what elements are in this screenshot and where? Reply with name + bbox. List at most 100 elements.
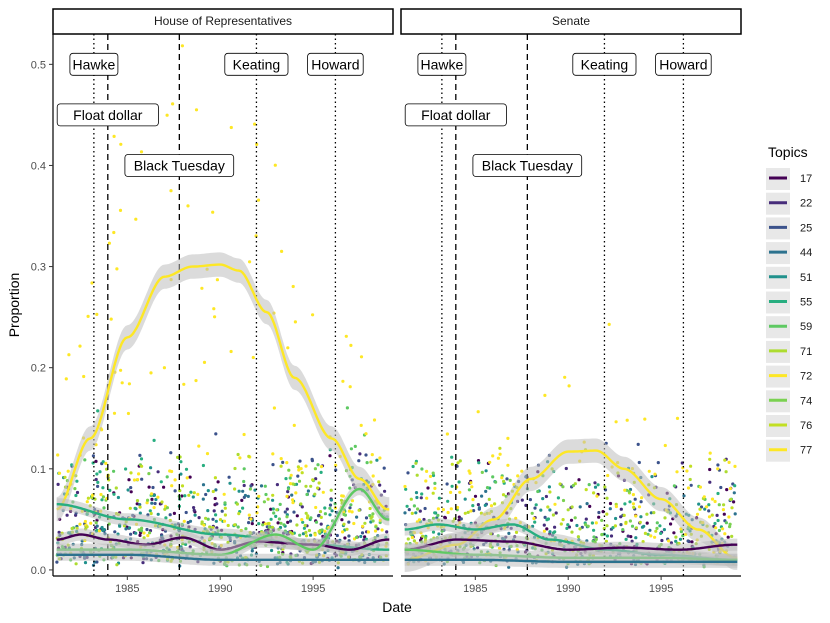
data-point — [242, 432, 246, 437]
data-point — [383, 489, 387, 493]
data-point — [533, 520, 537, 524]
data-point — [578, 527, 582, 531]
data-point — [272, 406, 276, 410]
data-point — [597, 510, 601, 515]
event-label-box — [307, 52, 364, 76]
data-point — [118, 208, 123, 212]
data-point — [410, 511, 414, 515]
x-tick-label: 1990 — [208, 583, 232, 595]
data-point — [66, 469, 70, 473]
data-point — [118, 524, 122, 528]
data-point — [108, 488, 112, 492]
data-point — [426, 486, 430, 490]
data-point — [165, 113, 169, 117]
data-point — [366, 530, 370, 534]
data-point — [532, 516, 536, 521]
data-point — [678, 537, 683, 541]
data-point — [100, 525, 104, 530]
data-point — [633, 497, 637, 501]
data-point — [113, 530, 117, 534]
data-point — [208, 525, 212, 529]
data-point — [211, 517, 215, 521]
data-point — [91, 454, 95, 458]
data-point — [263, 484, 267, 488]
data-point — [323, 506, 327, 510]
data-point — [563, 375, 567, 379]
data-point — [723, 458, 727, 462]
data-point — [653, 472, 657, 476]
data-point — [240, 498, 244, 502]
data-point — [152, 506, 156, 510]
data-point — [722, 503, 726, 507]
data-point — [275, 508, 279, 512]
data-point — [450, 484, 454, 488]
data-point — [411, 464, 415, 469]
data-point — [294, 491, 298, 495]
data-point — [571, 483, 576, 488]
legend-label: 76 — [800, 420, 812, 432]
data-point — [129, 532, 133, 536]
data-point — [101, 528, 105, 533]
data-point — [605, 496, 609, 500]
data-point — [471, 498, 475, 502]
data-point — [698, 507, 702, 511]
data-point — [304, 530, 308, 535]
data-point — [275, 483, 279, 487]
data-point — [695, 512, 700, 516]
data-point — [690, 540, 694, 544]
data-point — [359, 423, 363, 427]
data-point — [609, 534, 614, 538]
y-tick-label: 0.1 — [31, 464, 46, 476]
data-point — [714, 526, 718, 530]
data-point — [145, 527, 149, 532]
data-point — [561, 485, 565, 489]
legend-label: 71 — [800, 346, 812, 358]
panel-1: Senate Hawke Float dollar Black Tuesday Keat… — [400, 8, 742, 595]
data-point — [469, 509, 473, 513]
event-label-text: Hawke — [73, 56, 116, 72]
data-point — [278, 502, 282, 506]
data-point — [543, 393, 547, 397]
event-label-text: Keating — [233, 56, 280, 72]
legend-title: Topics — [768, 144, 808, 160]
legend-item: 72 — [766, 365, 812, 388]
data-point — [147, 472, 151, 476]
data-point — [614, 504, 619, 509]
data-point — [470, 485, 474, 489]
data-point — [134, 217, 138, 221]
data-point — [450, 455, 454, 459]
data-point — [567, 384, 571, 388]
data-point — [726, 535, 730, 539]
data-point — [702, 495, 706, 499]
data-point — [313, 492, 317, 496]
data-point — [428, 474, 433, 478]
data-point — [727, 515, 731, 519]
data-point — [229, 125, 233, 130]
data-point — [466, 510, 470, 514]
data-point — [723, 532, 727, 536]
data-point — [271, 507, 275, 511]
data-point — [323, 529, 327, 533]
data-point — [376, 527, 380, 531]
data-point — [645, 512, 649, 516]
data-point — [94, 477, 98, 482]
data-point — [107, 241, 111, 245]
data-point — [280, 249, 284, 253]
data-point — [223, 506, 227, 510]
data-point — [414, 511, 418, 515]
data-point — [285, 494, 289, 498]
data-point — [269, 507, 273, 511]
data-point — [733, 512, 737, 516]
data-point — [138, 453, 142, 457]
data-point — [494, 480, 498, 484]
data-point — [235, 502, 239, 506]
data-point — [656, 461, 660, 465]
data-point — [160, 500, 164, 504]
data-point — [213, 496, 217, 501]
data-point — [140, 464, 144, 468]
data-point — [345, 527, 349, 531]
data-point — [127, 382, 131, 386]
data-point — [112, 492, 116, 496]
data-point — [336, 566, 340, 570]
data-point — [156, 512, 160, 516]
